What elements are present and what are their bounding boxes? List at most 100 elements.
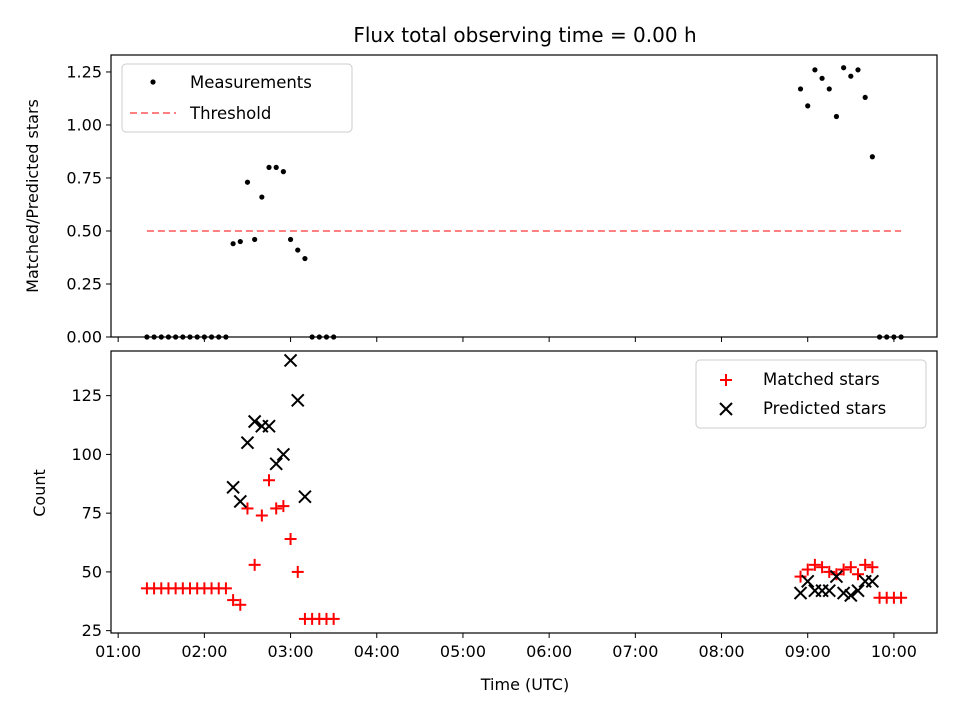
top-y-axis-label: Matched/Predicted stars — [23, 99, 42, 293]
top-y-tick-label-3: 0.75 — [66, 168, 102, 187]
top-y-ticks: 0.00 0.25 0.50 0.75 1.00 1.25 — [66, 62, 111, 347]
predicted-point-b-9 — [291, 393, 305, 408]
bottom-legend-box — [695, 359, 927, 429]
matched-point-20 — [284, 533, 297, 545]
measurement-point-7 — [194, 334, 200, 340]
matched-point-15 — [248, 558, 261, 571]
predicted-point-6 — [269, 457, 283, 471]
bottom-y-tick-label-0: 25 — [82, 621, 102, 640]
top-y-tick-label-1: 0.25 — [66, 274, 102, 293]
x-tick-label-0: 01:00 — [95, 642, 141, 661]
predicted-point-b-21 — [865, 574, 880, 589]
bottom-y-tick-label-2: 75 — [82, 504, 102, 523]
x-tick-label-4: 05:00 — [440, 642, 486, 661]
predicted-point-b-7 — [276, 447, 291, 462]
matched-point-31 — [823, 565, 836, 578]
predicted-point-18 — [844, 588, 858, 603]
measurement-point-9 — [208, 334, 215, 340]
top-series — [144, 65, 904, 340]
predicted-point-15 — [822, 583, 836, 598]
x-tick-label-7: 08:00 — [698, 642, 744, 661]
top-legend: Measurements Threshold — [121, 63, 353, 133]
x-tick-label-3: 04:00 — [354, 642, 400, 661]
predicted-point-10 — [298, 489, 312, 504]
bottom-y-axis-label: Count — [30, 469, 49, 517]
measurement-point-24 — [316, 334, 322, 340]
measurement-point-38 — [876, 334, 883, 340]
bottom-legend: Matched stars Predicted stars — [695, 359, 927, 429]
measurement-point-22 — [302, 255, 308, 262]
predicted-point-12 — [801, 574, 815, 589]
top-panel: 0.00 0.25 0.50 0.75 1.00 1.25 Matched/Predict… — [23, 54, 938, 347]
measurement-point-13 — [237, 238, 243, 245]
matched-point-35 — [851, 568, 864, 581]
measurement-point-40 — [891, 334, 897, 340]
measurement-point-31 — [826, 86, 832, 92]
predicted-point-16 — [829, 569, 844, 584]
measurement-point-6 — [187, 334, 193, 340]
measurement-point-30 — [819, 75, 825, 81]
measurement-point-21 — [295, 247, 301, 253]
predicted-point-b-19 — [851, 583, 865, 598]
legend-matched-marker — [720, 374, 732, 386]
measurement-point-1 — [151, 334, 157, 340]
matched-point-11 — [219, 582, 232, 595]
measurement-point-14 — [244, 179, 251, 185]
top-y-tick-label-4: 1.00 — [66, 115, 102, 134]
top-y-tick-label-2: 0.50 — [66, 221, 102, 240]
bottom-y-tick-label-4: 125 — [71, 386, 102, 405]
matched-point-16 — [255, 509, 268, 522]
measurement-point-20 — [287, 236, 294, 243]
x-tick-label-5: 06:00 — [526, 642, 572, 661]
predicted-point-b-11 — [793, 586, 808, 600]
legend-threshold-label: Threshold — [189, 104, 271, 123]
predicted-point-b-3 — [247, 414, 262, 429]
measurement-point-17 — [266, 164, 272, 170]
predicted-point-11 — [793, 586, 808, 600]
measurement-point-12 — [230, 241, 236, 247]
matched-point-37 — [866, 561, 879, 574]
measurement-point-2 — [158, 334, 164, 340]
predicted-point-0 — [226, 480, 240, 495]
predicted-point-7 — [276, 447, 291, 462]
matched-point-21 — [291, 565, 304, 578]
measurement-point-39 — [884, 334, 890, 340]
predicted-point-b-17 — [836, 586, 851, 600]
top-y-tick-label-0: 0.00 — [66, 328, 102, 347]
measurement-point-11 — [223, 334, 229, 340]
matched-point-19 — [277, 500, 290, 513]
measurement-point-18 — [273, 164, 279, 170]
legend-predicted-label: Predicted stars — [763, 399, 886, 418]
legend-predicted-marker — [719, 402, 733, 416]
measurement-point-27 — [797, 86, 804, 92]
measurement-point-34 — [848, 73, 854, 79]
x-tick-label-6: 07:00 — [612, 642, 658, 661]
measurement-point-29 — [812, 67, 818, 73]
bottom-x-ticks: 01:00 02:00 03:00 04:00 05:00 06:00 07:00 08:00… — [95, 633, 917, 661]
matched-point-32 — [830, 568, 843, 581]
predicted-point-b-10 — [298, 489, 312, 504]
matched-point-28 — [801, 563, 814, 576]
matched-point-17 — [263, 474, 276, 487]
legend-measurements-marker — [150, 79, 156, 85]
predicted-point-b-5 — [262, 419, 276, 433]
measurement-point-5 — [180, 334, 186, 340]
measurement-point-23 — [309, 334, 315, 340]
measurement-point-32 — [833, 113, 840, 120]
measurement-point-15 — [252, 236, 258, 243]
measurement-point-33 — [841, 65, 847, 71]
top-legend-box — [121, 63, 353, 133]
x-tick-label-8: 09:00 — [785, 642, 831, 661]
top-y-tick-label-5: 1.25 — [66, 62, 102, 81]
predicted-point-b-18 — [844, 588, 858, 603]
bottom-panel: 25 50 75 100 125 01:00 02:00 03:00 04:00 05:00 06… — [30, 350, 938, 694]
predicted-point-b-6 — [269, 457, 283, 471]
x-tick-label-1: 02:00 — [181, 642, 227, 661]
predicted-point-21 — [865, 574, 880, 589]
matched-point-27 — [794, 570, 807, 583]
measurement-point-10 — [216, 334, 222, 340]
predicted-point-b-2 — [240, 435, 255, 450]
predicted-point-3 — [247, 414, 262, 429]
matched-point-34 — [844, 561, 857, 574]
